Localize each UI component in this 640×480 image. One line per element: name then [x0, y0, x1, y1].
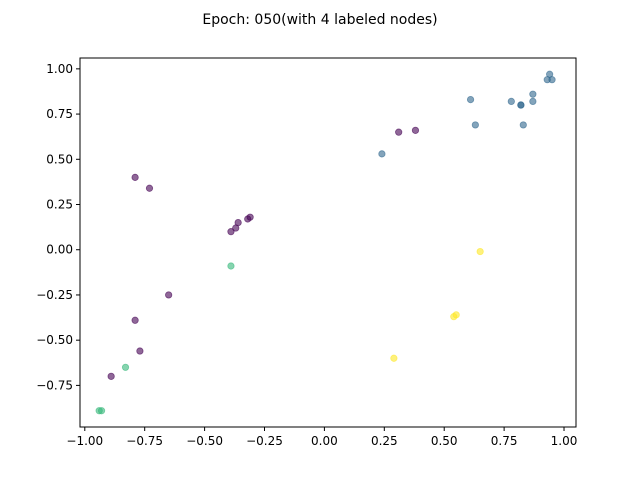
y-tick-label: −0.50: [36, 333, 73, 347]
data-point-s1-6: [519, 121, 527, 129]
data-point-s0-5: [244, 215, 252, 223]
data-point-s0-12: [107, 372, 115, 380]
y-tick-label: 0.75: [46, 107, 73, 121]
data-point-s1-2: [471, 121, 479, 129]
y-tick-label: 1.00: [46, 62, 73, 76]
data-point-s0-11: [136, 347, 144, 355]
x-tick-label: 0.00: [311, 434, 338, 448]
data-point-s1-5: [517, 101, 525, 109]
data-point-s0-9: [165, 291, 173, 299]
data-point-s0-1: [411, 126, 420, 134]
x-tick-label: 0.75: [491, 434, 518, 448]
data-point-s0-0: [395, 128, 403, 136]
data-point-s1-3: [507, 97, 515, 106]
data-point-s1-7: [529, 90, 537, 98]
y-tick-label: 0.00: [46, 243, 73, 257]
data-point-s3-2: [452, 311, 460, 319]
y-tick-label: −0.75: [36, 378, 73, 392]
x-axis: −1.00 −0.75 −0.50 −0.25 0.00 0.25 0.50 0.75 1.00: [66, 427, 577, 448]
data-point-s0-10: [131, 316, 139, 324]
data-point-s0-8: [227, 228, 235, 236]
data-point-s2-1: [121, 363, 130, 371]
chart-title: Epoch: 050(with 4 labeled nodes): [202, 12, 437, 28]
x-tick-label: −0.50: [186, 434, 223, 448]
points-layer: [95, 70, 556, 415]
axes-frame: [79, 57, 577, 428]
data-point-s1-8: [529, 97, 537, 106]
data-point-s2-3: [95, 407, 103, 415]
y-tick-label: 0.25: [46, 198, 73, 212]
y-tick-label: 0.50: [46, 152, 73, 166]
data-point-s3-3: [390, 354, 398, 362]
x-tick-label: 1.00: [551, 434, 578, 448]
x-tick-label: −1.00: [66, 434, 103, 448]
data-point-s0-2: [131, 173, 139, 181]
y-tick-label: −0.25: [36, 288, 73, 302]
y-axis: −0.75 −0.50 −0.25 0.00 0.25 0.50 0.75 1.00: [36, 62, 80, 392]
x-tick-label: −0.25: [246, 434, 283, 448]
data-point-s0-3: [145, 184, 154, 192]
data-point-s0-7: [232, 224, 240, 232]
data-point-s1-0: [378, 150, 386, 158]
data-point-s1-1: [466, 96, 475, 104]
data-point-s2-0: [227, 262, 235, 270]
x-tick-label: 0.50: [431, 434, 458, 448]
data-point-s3-0: [476, 247, 484, 256]
x-tick-label: −0.75: [126, 434, 163, 448]
x-tick-label: 0.25: [371, 434, 398, 448]
data-point-s1-11: [548, 76, 556, 84]
